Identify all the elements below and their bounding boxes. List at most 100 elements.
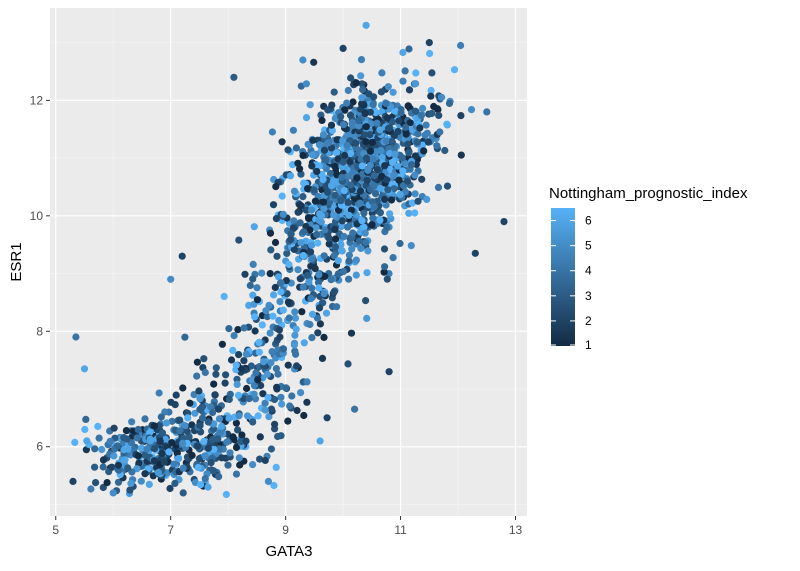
data-point [242, 350, 250, 358]
data-point [467, 106, 476, 114]
data-point [434, 183, 443, 191]
data-point [274, 432, 282, 441]
data-point [419, 104, 427, 112]
data-point [188, 451, 196, 459]
data-point [176, 427, 184, 435]
data-point [143, 445, 151, 453]
data-point [210, 420, 218, 428]
data-point [201, 368, 209, 377]
data-point [179, 439, 187, 447]
data-point [263, 370, 271, 378]
data-point [349, 229, 357, 237]
data-point [179, 489, 187, 497]
data-point [371, 190, 380, 198]
data-point [373, 119, 381, 127]
data-point [150, 422, 158, 430]
data-point [293, 362, 301, 370]
data-point [286, 172, 295, 180]
data-point [273, 252, 281, 260]
data-point [175, 454, 183, 462]
data-point [500, 218, 508, 226]
x-tick-label: 5 [52, 523, 59, 537]
data-point [325, 139, 333, 147]
data-point [167, 398, 175, 406]
data-point [158, 429, 167, 437]
data-point [323, 414, 331, 422]
data-point [234, 326, 242, 334]
data-point [201, 452, 209, 460]
data-point [404, 102, 412, 110]
data-point [406, 119, 414, 127]
data-point [224, 461, 232, 469]
data-point [256, 455, 264, 463]
data-point [154, 469, 162, 477]
data-point [450, 66, 459, 74]
data-point [411, 190, 419, 198]
data-point [438, 93, 446, 101]
data-point [284, 298, 292, 306]
data-point [114, 461, 122, 469]
data-point [330, 252, 338, 260]
data-point [427, 86, 435, 95]
data-point [196, 405, 204, 413]
data-point [339, 158, 347, 166]
data-point [215, 415, 223, 423]
data-point [255, 348, 263, 356]
data-point [99, 463, 107, 471]
data-point [178, 252, 186, 260]
data-point [423, 129, 431, 137]
data-point [278, 192, 286, 200]
data-point [299, 56, 307, 64]
data-point [234, 426, 242, 434]
data-point [291, 314, 299, 322]
data-point [383, 223, 391, 232]
data-point [264, 477, 272, 485]
data-point [186, 399, 194, 407]
data-point [408, 199, 416, 207]
data-point [251, 327, 259, 335]
data-point [325, 234, 333, 242]
data-point [365, 90, 373, 98]
data-point [266, 329, 274, 337]
data-point [378, 69, 386, 77]
data-point [399, 48, 407, 57]
data-point [124, 464, 132, 472]
data-point [137, 444, 145, 452]
data-point [300, 339, 308, 347]
data-point [172, 391, 180, 399]
data-point [319, 175, 327, 183]
data-point [387, 196, 396, 204]
data-point [358, 94, 366, 102]
data-point [277, 288, 285, 296]
data-point [411, 107, 419, 115]
data-point [261, 456, 269, 464]
data-point [298, 308, 306, 316]
data-point [402, 130, 410, 138]
data-point [334, 257, 342, 265]
data-point [313, 167, 321, 176]
data-point [314, 239, 322, 247]
data-point [396, 239, 404, 248]
data-point [369, 155, 377, 163]
data-point [201, 474, 209, 483]
data-point [282, 277, 290, 285]
data-point [232, 419, 240, 427]
y-tick-label: 10 [30, 209, 44, 223]
data-point [302, 206, 310, 214]
data-point [314, 329, 322, 337]
data-point [267, 445, 275, 453]
data-point [296, 275, 304, 283]
data-point [299, 251, 307, 260]
data-point [200, 437, 208, 445]
data-point [320, 146, 329, 154]
data-point [305, 278, 313, 286]
data-point [83, 437, 91, 445]
data-point [242, 437, 250, 445]
data-point [328, 182, 336, 190]
y-axis-title: ESR1 [8, 242, 25, 281]
data-point [351, 405, 359, 413]
data-point [443, 120, 451, 128]
data-point [320, 204, 328, 213]
data-point [363, 176, 371, 184]
data-point [292, 325, 300, 333]
